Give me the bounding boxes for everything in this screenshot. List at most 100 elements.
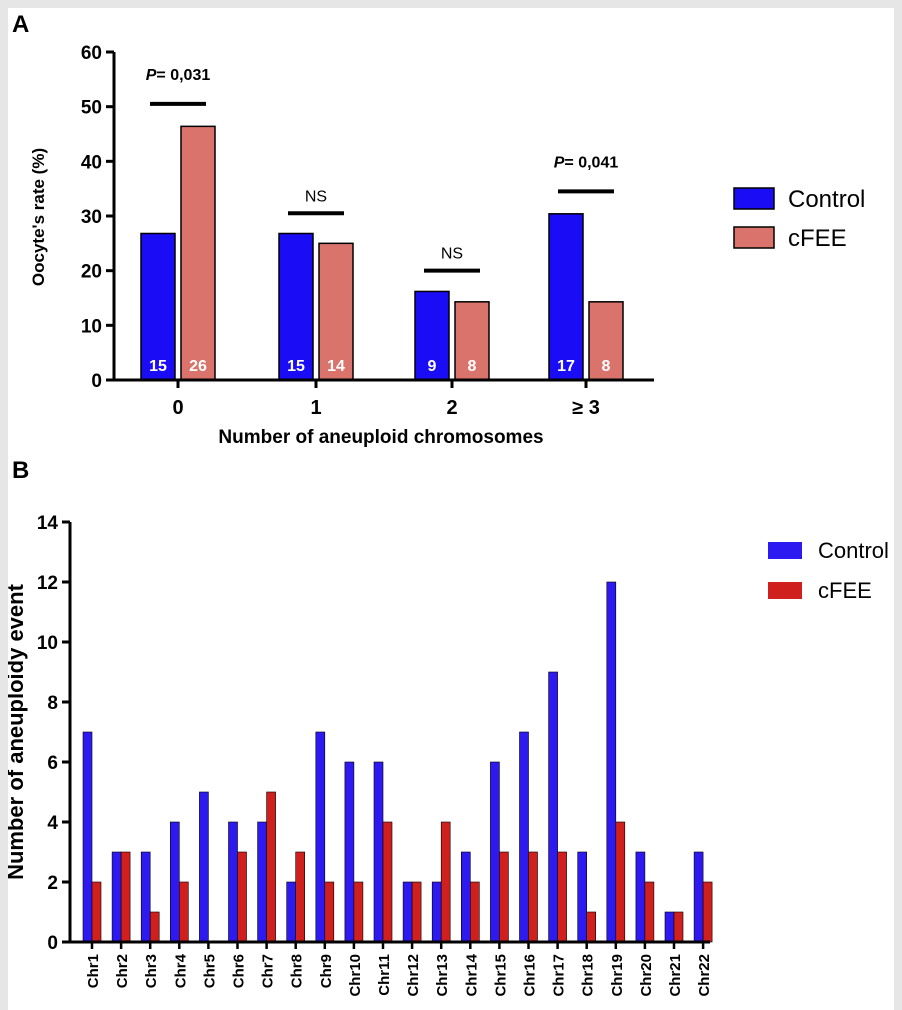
a-y-tick-label: 40	[81, 152, 102, 173]
a-bar-cfee-3	[588, 301, 624, 381]
b-bar-cfee-chr16	[528, 851, 538, 943]
b-bar-control-chr5	[199, 791, 209, 943]
b-bar-control-chr11	[373, 761, 384, 943]
b-x-tick-label: Chr5	[201, 954, 218, 988]
b-x-tick-label: Chr15	[492, 954, 509, 997]
a-y-tick-label: 20	[81, 262, 102, 283]
b-x-tick-label: Chr7	[260, 954, 277, 988]
b-bar-control-chr8	[286, 881, 297, 943]
a-y-tick-label: 50	[81, 98, 102, 119]
b-x-tick-label: Chr19	[609, 954, 626, 997]
a-x-ticks: 0 1 2 ≥ 3	[172, 380, 600, 419]
a-bar-cfee-2	[454, 301, 490, 381]
b-bar-control-chr1	[82, 731, 93, 943]
a-legend-label-cfee: cFEE	[788, 225, 847, 252]
b-bar-cfee-chr14	[469, 881, 480, 943]
b-bar-cfee-chr15	[499, 851, 509, 943]
b-bar-control-chr7	[257, 821, 267, 943]
b-bar-cfee-chr3	[149, 911, 160, 943]
b-x-tick-label: Chr17	[551, 954, 568, 997]
b-bar-cfee-chr11	[382, 821, 393, 943]
b-x-tick-label: Chr12	[405, 954, 422, 997]
b-bar-control-chr21	[664, 911, 675, 943]
a-y-axis-label: Oocyte's rate (%)	[29, 148, 48, 286]
a-legend: Control cFEE	[733, 186, 865, 252]
a-y-tick-label: 60	[81, 43, 102, 64]
b-bar-cfee-chr21	[673, 911, 684, 943]
b-x-tick-label: Chr22	[696, 954, 713, 997]
a-count-label: 15	[149, 358, 167, 375]
b-bar-control-chr6	[228, 821, 238, 943]
a-x-tick-label: 0	[172, 397, 183, 419]
b-y-tick-label: 6	[47, 753, 58, 774]
b-bar-cfee-chr13	[440, 821, 451, 943]
b-bars	[82, 581, 713, 943]
b-x-tick-label: Chr16	[522, 954, 539, 997]
b-bar-control-chr10	[344, 761, 355, 943]
b-y-tick-label: 12	[37, 573, 58, 594]
b-y-tick-label: 4	[47, 813, 58, 834]
panel-label-b: B	[12, 457, 29, 484]
b-bar-control-chr15	[490, 761, 500, 943]
a-legend-swatch-control	[733, 187, 775, 210]
b-x-tick-label: Chr14	[463, 953, 480, 996]
figure-frame: A B 0 10 20 30 40 50 60 15 26 15 14 9 8 17 8 P= 0,031…	[8, 8, 894, 1010]
a-count-label: 8	[468, 358, 477, 375]
a-significance-label: NS	[305, 188, 327, 205]
a-bar-control-3	[548, 213, 584, 381]
b-legend-swatch-control	[768, 542, 802, 559]
b-bar-cfee-chr20	[644, 881, 655, 943]
b-x-tick-label: Chr21	[667, 954, 684, 997]
a-x-axis-label: Number of aneuploid chromosomes	[218, 427, 543, 448]
a-count-label: 15	[287, 358, 305, 375]
b-y-tick-label: 0	[47, 933, 58, 954]
a-bar-cfee-1	[318, 242, 354, 381]
a-count-label: 17	[557, 358, 575, 375]
b-bar-control-chr14	[460, 851, 471, 943]
b-bar-control-chr12	[402, 881, 413, 943]
b-bar-control-chr16	[519, 731, 529, 943]
a-bars	[140, 125, 624, 381]
b-x-tick-label: Chr1	[85, 954, 102, 988]
a-x-tick-label: ≥ 3	[572, 397, 600, 419]
b-x-tick-label: Chr4	[172, 953, 189, 988]
a-count-label: 14	[327, 358, 345, 375]
a-significance-label: P= 0,041	[554, 154, 619, 171]
b-x-tick-label: Chr2	[114, 954, 131, 988]
b-y-tick-label: 2	[47, 873, 58, 894]
a-count-labels: 15 26 15 14 9 8 17 8	[149, 358, 610, 375]
b-bar-control-chr2	[111, 851, 122, 943]
b-y-tick-label: 10	[37, 633, 58, 654]
b-bar-cfee-chr9	[324, 881, 335, 943]
b-bar-control-chr20	[635, 851, 646, 943]
b-bar-cfee-chr10	[353, 881, 364, 943]
b-x-tick-label: Chr10	[347, 954, 364, 997]
b-bar-control-chr9	[315, 731, 326, 943]
b-bar-control-chr22	[693, 851, 704, 943]
panel-label-a: A	[12, 11, 29, 38]
b-x-tick-label: Chr8	[289, 954, 306, 988]
a-bar-control-1	[278, 232, 314, 381]
b-bar-control-chr4	[170, 821, 180, 943]
a-legend-label-control: Control	[788, 186, 865, 213]
b-x-tick-label: Chr20	[638, 954, 655, 997]
a-y-tick-label: 10	[81, 316, 102, 337]
a-count-label: 9	[428, 358, 437, 375]
b-bar-cfee-chr19	[615, 821, 626, 943]
b-bar-control-chr13	[431, 881, 442, 943]
b-legend-label-cfee: cFEE	[818, 578, 872, 603]
b-bar-control-chr3	[140, 851, 151, 943]
b-bar-cfee-chr4	[179, 881, 189, 943]
b-y-tick-label: 8	[47, 693, 58, 714]
b-x-tick-label: Chr13	[434, 954, 451, 997]
b-legend-label-control: Control	[818, 538, 889, 563]
b-x-tick-label: Chr18	[580, 954, 597, 997]
b-x-tick-label: Chr3	[143, 954, 160, 988]
b-bar-cfee-chr1	[91, 881, 102, 943]
a-bar-cfee-0	[180, 125, 216, 381]
chart-b: 0 2 4 6 8 10 12 14 Chr1 Chr2 Chr3 Chr4 Chr5 Chr6 Chr7…	[8, 513, 889, 997]
b-bar-cfee-chr2	[120, 851, 131, 943]
b-bar-control-chr19	[606, 581, 617, 943]
